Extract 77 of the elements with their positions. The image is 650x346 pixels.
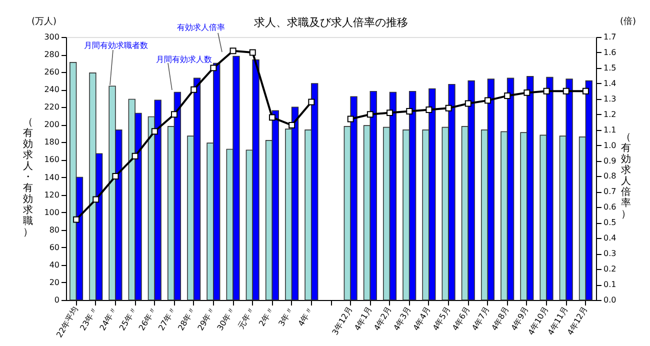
y2-tick-label: 1.0: [604, 140, 616, 150]
point: [73, 216, 80, 223]
text: (万人): [31, 16, 57, 27]
y2-tick-label: 0.7: [604, 187, 616, 196]
point: [151, 128, 158, 135]
y2-tick-label: 1.2: [604, 110, 616, 119]
x-tick-label: 26年〃: [137, 305, 158, 332]
x-tick-label: 30年〃: [216, 305, 236, 332]
y-tick-label: 0: [54, 296, 60, 304]
x-tick-label: 4年1月: [352, 305, 374, 332]
y2-tick-label: 1.6: [604, 48, 616, 57]
y-tick-label: 180: [44, 138, 60, 147]
x-tick-label: 2年〃: [257, 305, 276, 328]
y2-tick-label: 0.6: [604, 202, 616, 212]
y-tick-label: 280: [44, 50, 60, 60]
point: [249, 49, 256, 56]
y-tick-label: 160: [44, 155, 60, 164]
y-tick-label: 240: [44, 85, 60, 94]
x-tick-label: 元年〃: [236, 305, 256, 330]
y2-axis-title: （有効求人倍率）: [621, 132, 631, 220]
y-tick-label: 80: [49, 225, 60, 234]
point: [171, 111, 178, 118]
y-tick-label: 220: [44, 102, 60, 112]
x-tick-label: 4年3月: [392, 305, 413, 332]
point: [230, 48, 236, 54]
y2-tick-label: 0.1: [604, 280, 616, 290]
x-tick-label: 4年6月: [450, 305, 472, 332]
y-tick-label: 300: [44, 32, 60, 42]
point: [190, 86, 198, 93]
y-tick-label: 40: [49, 260, 60, 270]
y-tick-label: 120: [44, 190, 60, 200]
x-tick-label: 27年〃: [156, 305, 178, 332]
y2-tick-label: 0.2: [604, 264, 616, 274]
y2-tick-label: 1.7: [604, 32, 616, 42]
point: [112, 172, 119, 180]
series-label: 月間有効求職者数: [84, 41, 148, 50]
x-tick-label: 28年〃: [176, 305, 198, 332]
x-tick-label: 25年〃: [118, 305, 139, 332]
y2-tick-label: 0.3: [604, 249, 616, 258]
y2-tick-label: 0.4: [604, 234, 616, 243]
point: [92, 196, 100, 203]
point: [268, 114, 276, 121]
y2-tick-label: 1.5: [604, 63, 616, 72]
x-tick-label: 4年8月: [490, 305, 511, 332]
y-tick-label: 60: [49, 242, 60, 252]
series-label: 月間有効求人数: [156, 55, 212, 64]
point: [288, 122, 296, 128]
text: (倍): [620, 16, 636, 27]
y-tick-label: 260: [44, 68, 60, 77]
x-tick-label: 22年平均: [54, 305, 80, 340]
y-tick-label: 200: [44, 120, 60, 130]
y2-tick-label: 0.5: [604, 218, 616, 228]
x-tick-label: 3年12月: [330, 305, 354, 337]
point: [308, 98, 315, 106]
x-tick-label: 4年7月: [470, 305, 492, 332]
y2-tick-label: 1.1: [604, 125, 616, 134]
point: [210, 64, 217, 72]
x-tick-label: 4年5月: [431, 305, 452, 332]
text: （有効求人・有効求職）: [23, 117, 33, 238]
y-tick-label: 140: [44, 172, 60, 182]
x-tick-label: 24年〃: [98, 305, 119, 332]
y2-tick-label: 0.9: [604, 156, 616, 166]
x-tick-label: 29年〃: [196, 305, 217, 332]
x-tick-label: 4年4月: [412, 305, 432, 332]
y-tick-label: 20: [49, 278, 60, 287]
y2-tick-label: 0.0: [604, 296, 616, 304]
x-tick-label: 4年2月: [372, 305, 394, 332]
chart-title: 求人、求職及び求人倍率の推移: [254, 16, 408, 29]
x-tick-label: 4年〃: [296, 305, 315, 328]
y2-tick-label: 1.4: [604, 78, 616, 88]
x-tick-label: 3年〃: [276, 305, 296, 328]
y-tick-label: 100: [44, 208, 60, 217]
y2-tick-label: 0.8: [604, 172, 616, 181]
text: 有効求人倍率: [177, 23, 225, 32]
point: [132, 152, 138, 160]
y2-tick-label: 1.3: [604, 94, 616, 104]
x-tick-label: 23年〃: [78, 305, 100, 332]
